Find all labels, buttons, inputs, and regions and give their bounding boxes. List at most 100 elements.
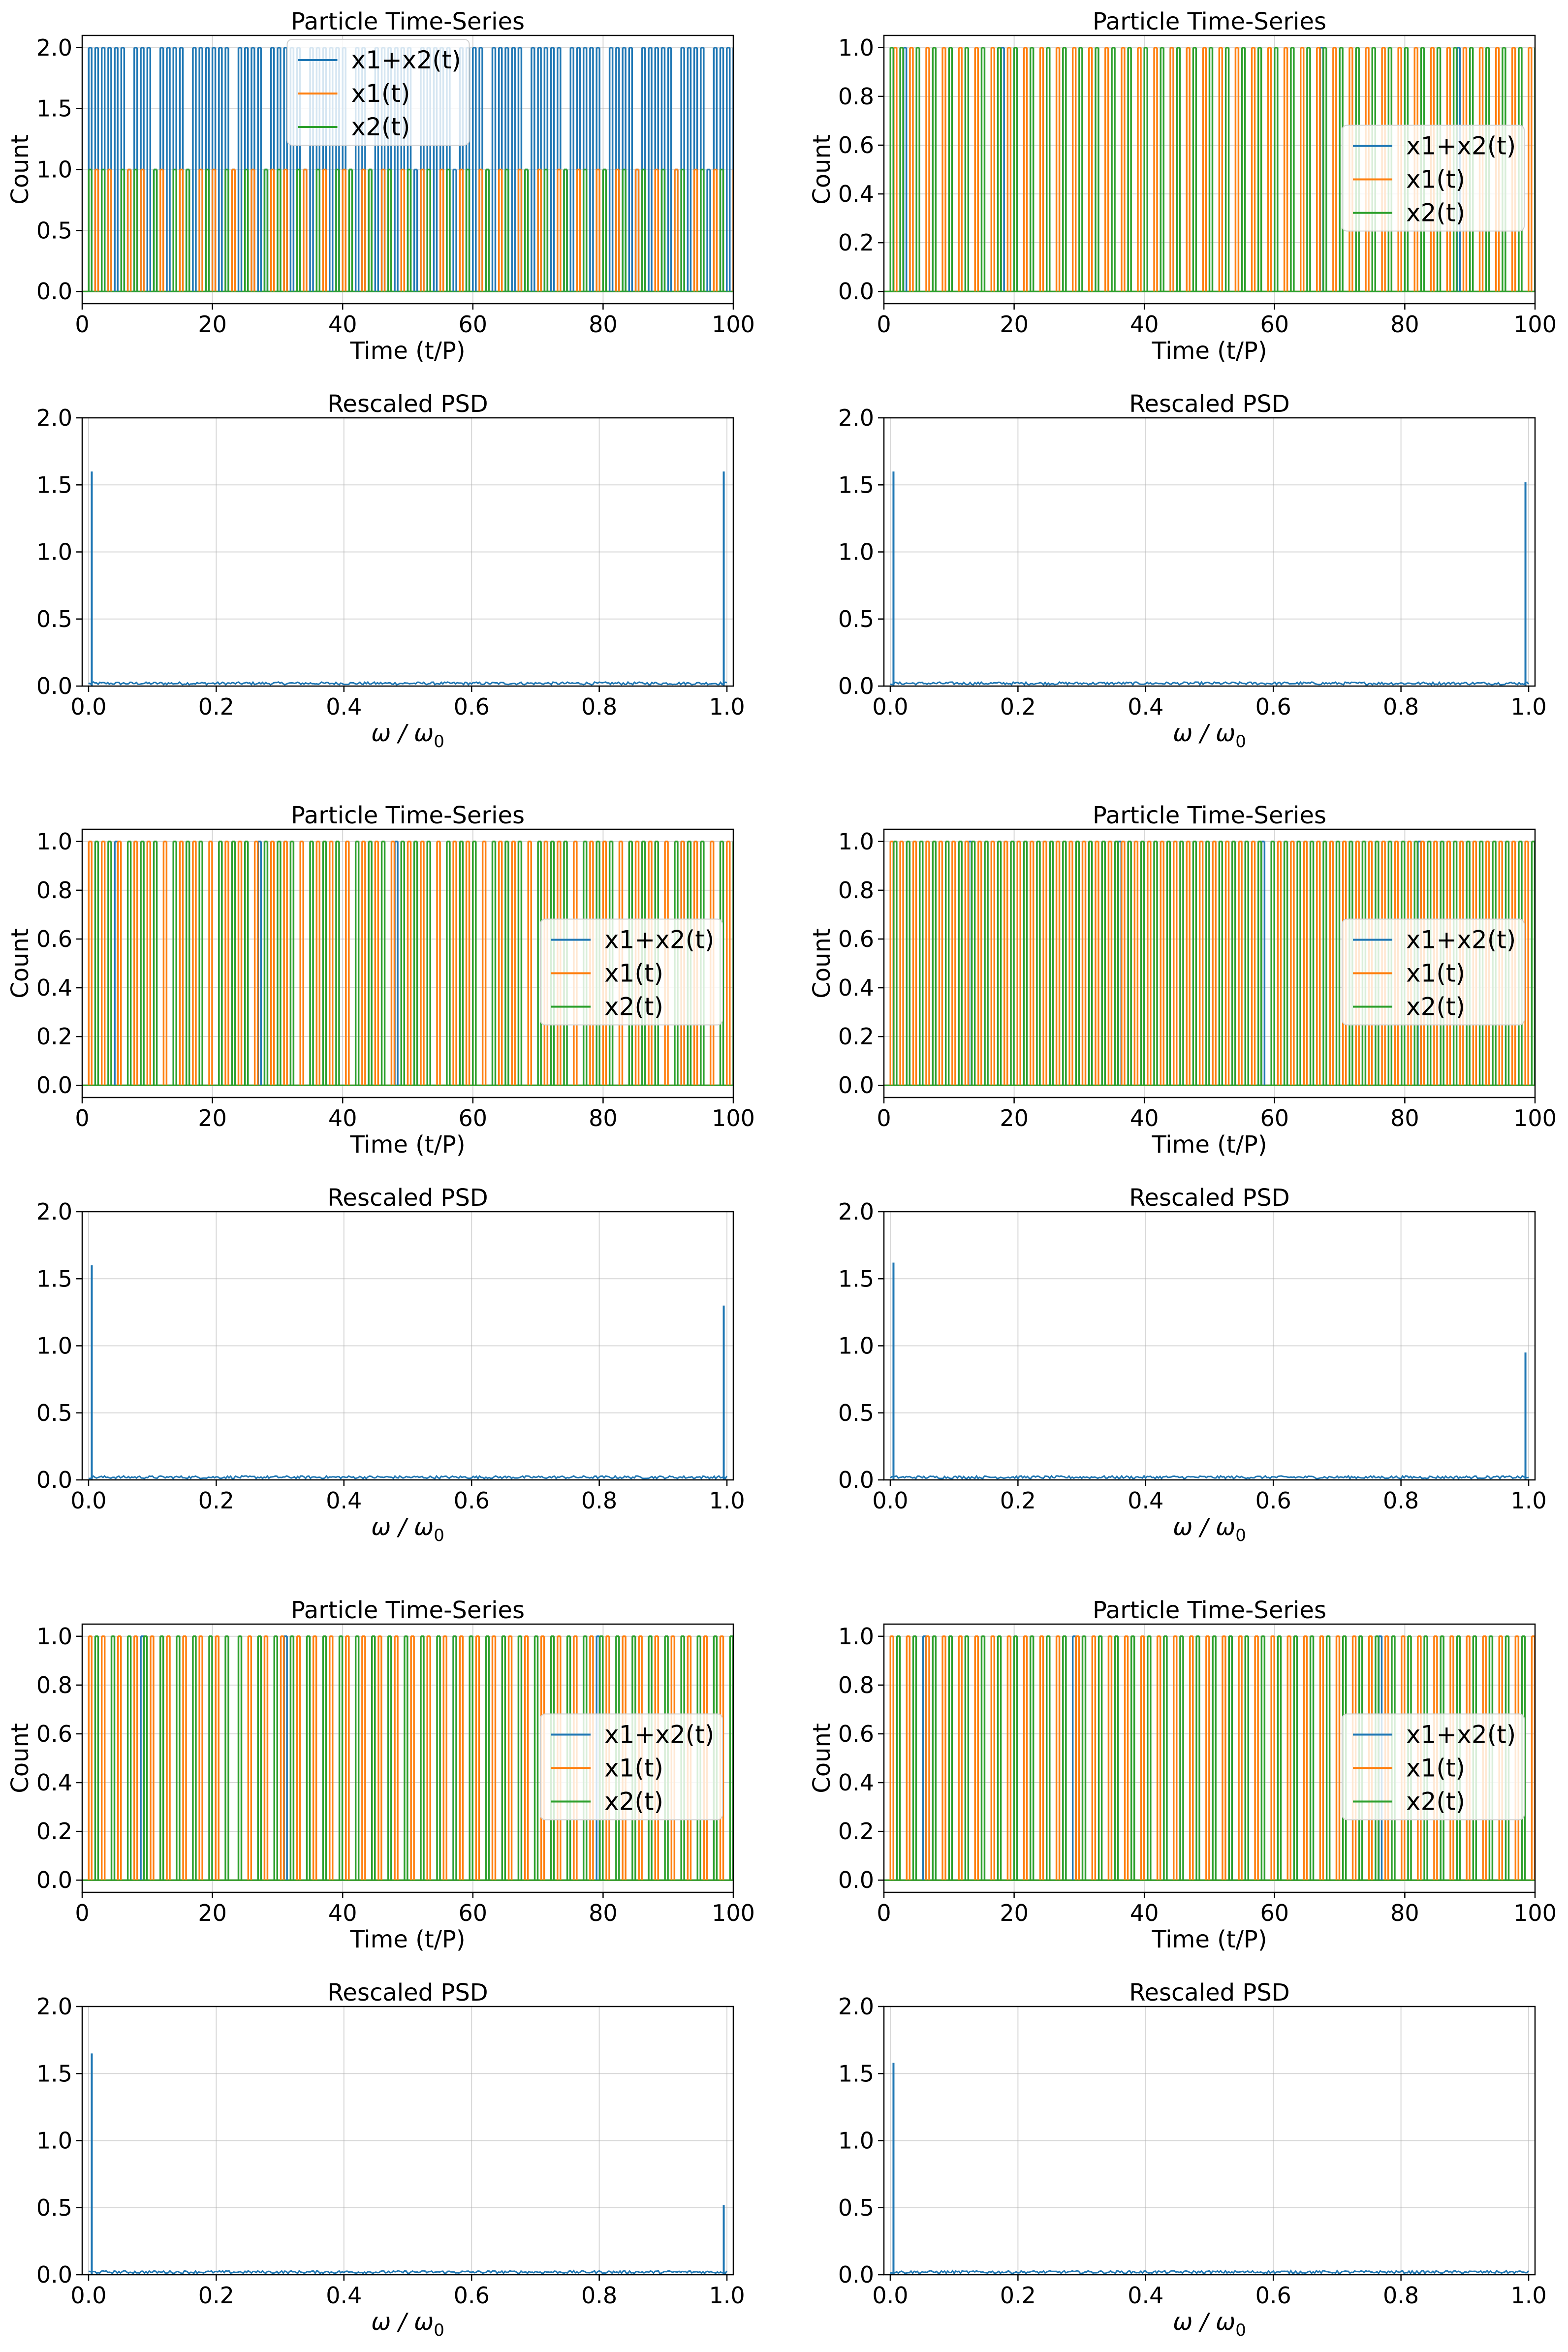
y-tick-label: 2.0 xyxy=(838,1198,874,1225)
x-axis-label: Time (t/P) xyxy=(349,1131,465,1159)
x-tick-label: 40 xyxy=(328,1105,357,1131)
legend: x1+x2(t) x1(t) x2(t) xyxy=(1342,918,1525,1026)
y-tick-label: 1.0 xyxy=(838,34,874,61)
x-tick-label: 80 xyxy=(1390,1105,1419,1131)
x-tick-label: 20 xyxy=(1000,1900,1029,1926)
x-tick-label: 0.4 xyxy=(326,1487,362,1514)
x-axis-label-subscript: 0 xyxy=(1235,732,1246,752)
x-axis-label-subscript: 0 xyxy=(434,1526,444,1545)
x-tick-label: 20 xyxy=(1000,1105,1029,1131)
x-tick-label: 0 xyxy=(877,311,891,338)
y-tick-label: 1.0 xyxy=(36,539,72,565)
psd-noise-line xyxy=(88,1474,728,1480)
x-tick-label: 0 xyxy=(75,311,89,338)
x-axis-label-subscript: 0 xyxy=(1235,2321,1246,2340)
legend-label: x1+x2(t) xyxy=(604,1721,714,1749)
x-tick-label: 0.0 xyxy=(70,2282,106,2309)
y-tick-label: 0.2 xyxy=(36,1023,72,1050)
x-tick-label: 0.8 xyxy=(581,693,617,720)
x-tick-label: 0.4 xyxy=(1128,1487,1163,1514)
y-tick-label: 0.2 xyxy=(838,1818,874,1845)
x-tick-label: 40 xyxy=(328,1900,357,1926)
x-tick-label: 1.0 xyxy=(709,1487,745,1514)
y-tick-label: 0.0 xyxy=(36,2261,72,2288)
chart-panel-0: 0 20 40 60 80 100 0.0 0.5 1.0 1.5 2.0 Particle Time… xyxy=(6,8,755,365)
x-tick-label: 0.6 xyxy=(454,1487,490,1514)
legend-label: x1+x2(t) xyxy=(1406,1721,1516,1749)
x-tick-label: 0.2 xyxy=(1000,1487,1036,1514)
y-tick-label: 1.5 xyxy=(36,471,72,498)
plot-area xyxy=(890,1262,1529,1480)
legend-label: x1+x2(t) xyxy=(1406,132,1516,160)
x-tick-label: 0.2 xyxy=(198,2282,234,2309)
legend-box xyxy=(1342,125,1525,232)
x-axis-label: Time (t/P) xyxy=(1151,337,1267,365)
x-tick-label: 80 xyxy=(1390,1900,1419,1926)
x-tick-label: 60 xyxy=(1260,1900,1289,1926)
legend: x1+x2(t) x1(t) x2(t) xyxy=(286,39,470,146)
y-tick-label: 2.0 xyxy=(36,1993,72,2020)
y-axis-label: Count xyxy=(808,134,836,205)
x-axis-label-subscript: 0 xyxy=(1235,1526,1246,1545)
y-tick-label: 2.0 xyxy=(838,1993,874,2020)
x-tick-label: 20 xyxy=(198,1105,227,1131)
x-tick-label: 1.0 xyxy=(1510,2282,1546,2309)
y-tick-label: 0.5 xyxy=(36,217,72,244)
chart-title: Rescaled PSD xyxy=(327,1979,488,2007)
x-tick-label: 0.6 xyxy=(454,2282,490,2309)
x-tick-label: 80 xyxy=(1390,311,1419,338)
x-tick-label: 100 xyxy=(1513,311,1557,338)
x-tick-label: 0.8 xyxy=(1383,2282,1419,2309)
x-tick-label: 0.4 xyxy=(1128,2282,1163,2309)
chart-panel-10: 0.0 0.2 0.4 0.6 0.8 1.0 0.0 0.5 1.0 1.5 2.0 Rescale… xyxy=(36,1979,745,2340)
y-tick-label: 1.5 xyxy=(838,471,874,498)
x-tick-label: 100 xyxy=(712,1900,755,1926)
y-tick-label: 1.5 xyxy=(838,1265,874,1292)
y-tick-label: 0.0 xyxy=(36,1867,72,1893)
legend-label: x2(t) xyxy=(604,1788,663,1816)
x-axis-label: ω / ω0 xyxy=(1173,1513,1246,1545)
x-tick-label: 80 xyxy=(589,1105,618,1131)
legend-label: x2(t) xyxy=(604,993,663,1021)
x-axis-label-subscript: 0 xyxy=(434,732,444,752)
x-tick-label: 0.0 xyxy=(70,693,106,720)
y-tick-label: 1.0 xyxy=(838,1333,874,1359)
x-tick-label: 100 xyxy=(1513,1105,1557,1131)
y-tick-label: 0.2 xyxy=(838,1023,874,1050)
legend-box xyxy=(540,1713,723,1820)
y-tick-label: 0.4 xyxy=(838,1769,874,1796)
x-tick-label: 100 xyxy=(1513,1900,1557,1926)
y-tick-label: 0.0 xyxy=(838,278,874,305)
x-tick-label: 80 xyxy=(589,1900,618,1926)
legend: x1+x2(t) x1(t) x2(t) xyxy=(1342,1713,1525,1820)
chart-title: Particle Time-Series xyxy=(291,1597,525,1624)
y-tick-label: 0.8 xyxy=(36,877,72,904)
x-tick-label: 0.2 xyxy=(198,693,234,720)
legend-label: x1(t) xyxy=(604,1754,663,1783)
y-tick-label: 1.0 xyxy=(838,1623,874,1650)
legend-label: x1+x2(t) xyxy=(351,46,461,74)
chart-panel-8: 0 20 40 60 80 100 0.0 0.2 0.4 0.6 0.8 1.0 Particle T… xyxy=(6,1597,755,1953)
y-tick-label: 0.0 xyxy=(838,2261,874,2288)
y-tick-label: 0.4 xyxy=(838,974,874,1001)
chart-panel-1: 0 20 40 60 80 100 0.0 0.2 0.4 0.6 0.8 1.0 Particle T… xyxy=(808,8,1557,365)
legend-label: x1+x2(t) xyxy=(1406,926,1516,954)
x-tick-label: 20 xyxy=(1000,311,1029,338)
y-tick-label: 0.0 xyxy=(36,673,72,699)
y-tick-label: 0.6 xyxy=(838,1721,874,1747)
x-axis-label: ω / ω0 xyxy=(371,720,444,752)
x-axis-label-base: ω / ω xyxy=(371,1513,434,1541)
x-tick-label: 0.0 xyxy=(70,1487,106,1514)
chart-title: Rescaled PSD xyxy=(1129,1979,1290,2007)
psd-noise-line xyxy=(88,2269,728,2275)
legend-label: x2(t) xyxy=(1406,199,1465,227)
chart-panel-3: 0.0 0.2 0.4 0.6 0.8 1.0 0.0 0.5 1.0 1.5 2.0 Rescale… xyxy=(838,390,1547,752)
chart-title: Rescaled PSD xyxy=(1129,1184,1290,1212)
plot-area xyxy=(88,1265,728,1480)
y-tick-label: 1.0 xyxy=(36,1623,72,1650)
chart-title: Particle Time-Series xyxy=(291,8,525,35)
y-tick-label: 1.0 xyxy=(36,2128,72,2154)
chart-panel-9: 0 20 40 60 80 100 0.0 0.2 0.4 0.6 0.8 1.0 Particle T… xyxy=(808,1597,1557,1953)
plot-area xyxy=(890,2063,1530,2275)
x-tick-label: 0.2 xyxy=(198,1487,234,1514)
